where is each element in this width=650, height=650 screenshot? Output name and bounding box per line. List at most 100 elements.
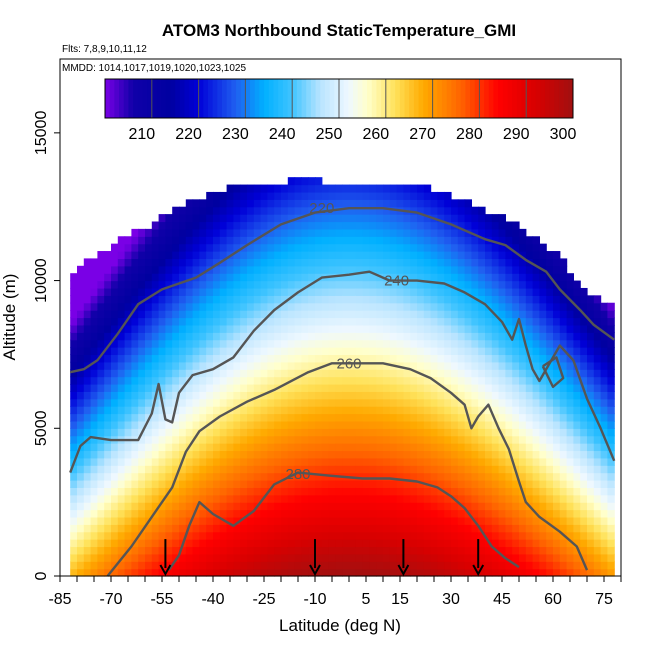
heatmap-cell <box>580 391 588 400</box>
heatmap-cell <box>145 539 153 548</box>
heatmap-cell <box>519 295 527 304</box>
heatmap-cell <box>593 457 602 466</box>
heatmap-cell <box>138 339 146 348</box>
heatmap-cell <box>600 568 608 577</box>
heatmap-cell <box>389 221 398 230</box>
heatmap-cell <box>573 376 581 385</box>
heatmap-cell <box>315 391 323 400</box>
heatmap-cell <box>315 524 323 533</box>
heatmap-cell <box>478 398 486 407</box>
colorbar-cell <box>348 79 354 118</box>
heatmap-cell <box>600 317 608 326</box>
heatmap-cell <box>335 214 343 223</box>
heatmap-cell <box>158 479 166 488</box>
heatmap-cell <box>328 310 336 319</box>
heatmap-cell <box>206 406 214 415</box>
heatmap-cell <box>104 361 112 370</box>
heatmap-cell <box>437 273 445 282</box>
heatmap-cell <box>328 391 336 400</box>
heatmap-cell <box>219 258 228 267</box>
heatmap-cell <box>151 502 160 511</box>
heatmap-cell <box>389 280 398 289</box>
heatmap-cell <box>444 221 452 230</box>
heatmap-cell <box>451 539 459 548</box>
colorbar-cell <box>128 79 134 118</box>
heatmap-cell <box>580 324 588 333</box>
colorbar-cell <box>123 79 129 118</box>
heatmap-cell <box>532 317 540 326</box>
heatmap-cell <box>512 302 520 311</box>
heatmap-cell <box>430 561 438 570</box>
heatmap-cell <box>158 524 166 533</box>
heatmap-cell <box>396 265 404 274</box>
heatmap-cell <box>138 369 146 378</box>
heatmap-cell <box>600 361 608 370</box>
heatmap-cell <box>70 406 78 415</box>
heatmap-cell <box>138 391 146 400</box>
heatmap-cell <box>287 413 296 422</box>
heatmap-cell <box>491 339 500 348</box>
heatmap-cell <box>593 509 602 518</box>
heatmap-cell <box>281 539 289 548</box>
heatmap-cell <box>267 324 275 333</box>
heatmap-cell <box>308 383 316 392</box>
heatmap-cell <box>240 214 248 223</box>
heatmap-cell <box>355 251 364 260</box>
heatmap-cell <box>423 516 432 525</box>
colorbar: 210 220 230 240 250 260 270 280 290 300 <box>104 78 576 143</box>
heatmap-cell <box>553 317 561 326</box>
heatmap-cell <box>519 457 527 466</box>
heatmap-cell <box>158 450 166 459</box>
heatmap-cell <box>233 465 241 474</box>
heatmap-cell <box>219 494 228 503</box>
heatmap-cell <box>471 317 479 326</box>
heatmap-cell <box>573 287 581 296</box>
heatmap-cell <box>430 524 438 533</box>
heatmap-cell <box>301 376 309 385</box>
heatmap-cell <box>410 287 418 296</box>
heatmap-cell <box>124 406 132 415</box>
heatmap-cell <box>70 317 78 326</box>
heatmap-cell <box>151 546 160 555</box>
heatmap-cell <box>403 295 411 304</box>
heatmap-cell <box>491 280 500 289</box>
heatmap-cell <box>600 420 608 429</box>
heatmap-cell <box>111 243 119 252</box>
heatmap-cell <box>566 509 574 518</box>
heatmap-cell <box>457 199 466 208</box>
heatmap-cell <box>607 310 615 319</box>
heatmap-cell <box>301 191 309 200</box>
heatmap-cell <box>525 509 534 518</box>
heatmap-cell <box>566 324 574 333</box>
heatmap-cell <box>403 347 411 356</box>
heatmap-cell <box>97 354 105 363</box>
heatmap-cell <box>138 561 146 570</box>
heatmap-cell <box>485 398 493 407</box>
heatmap-cell <box>267 413 275 422</box>
heatmap-cell <box>512 273 520 282</box>
heatmap-cell <box>247 383 255 392</box>
heatmap-cell <box>559 443 568 452</box>
heatmap-cell <box>600 450 608 459</box>
heatmap-cell <box>131 457 139 466</box>
heatmap-cell <box>199 206 207 215</box>
heatmap-cell <box>349 450 357 459</box>
heatmap-cell <box>287 347 296 356</box>
heatmap-cell <box>410 524 418 533</box>
heatmap-cell <box>90 561 98 570</box>
heatmap-cell <box>199 465 207 474</box>
heatmap-cell <box>566 479 574 488</box>
heatmap-cell <box>444 502 452 511</box>
heatmap-cell <box>430 553 438 562</box>
heatmap-cell <box>505 413 513 422</box>
heatmap-cell <box>83 339 92 348</box>
heatmap-cell <box>131 561 139 570</box>
heatmap-cell <box>158 561 166 570</box>
heatmap-cell <box>294 376 302 385</box>
heatmap-cell <box>410 531 418 540</box>
heatmap-cell <box>403 383 411 392</box>
heatmap-cell <box>90 553 98 562</box>
heatmap-cell <box>151 450 160 459</box>
heatmap-cell <box>83 443 92 452</box>
heatmap-cell <box>77 265 85 274</box>
